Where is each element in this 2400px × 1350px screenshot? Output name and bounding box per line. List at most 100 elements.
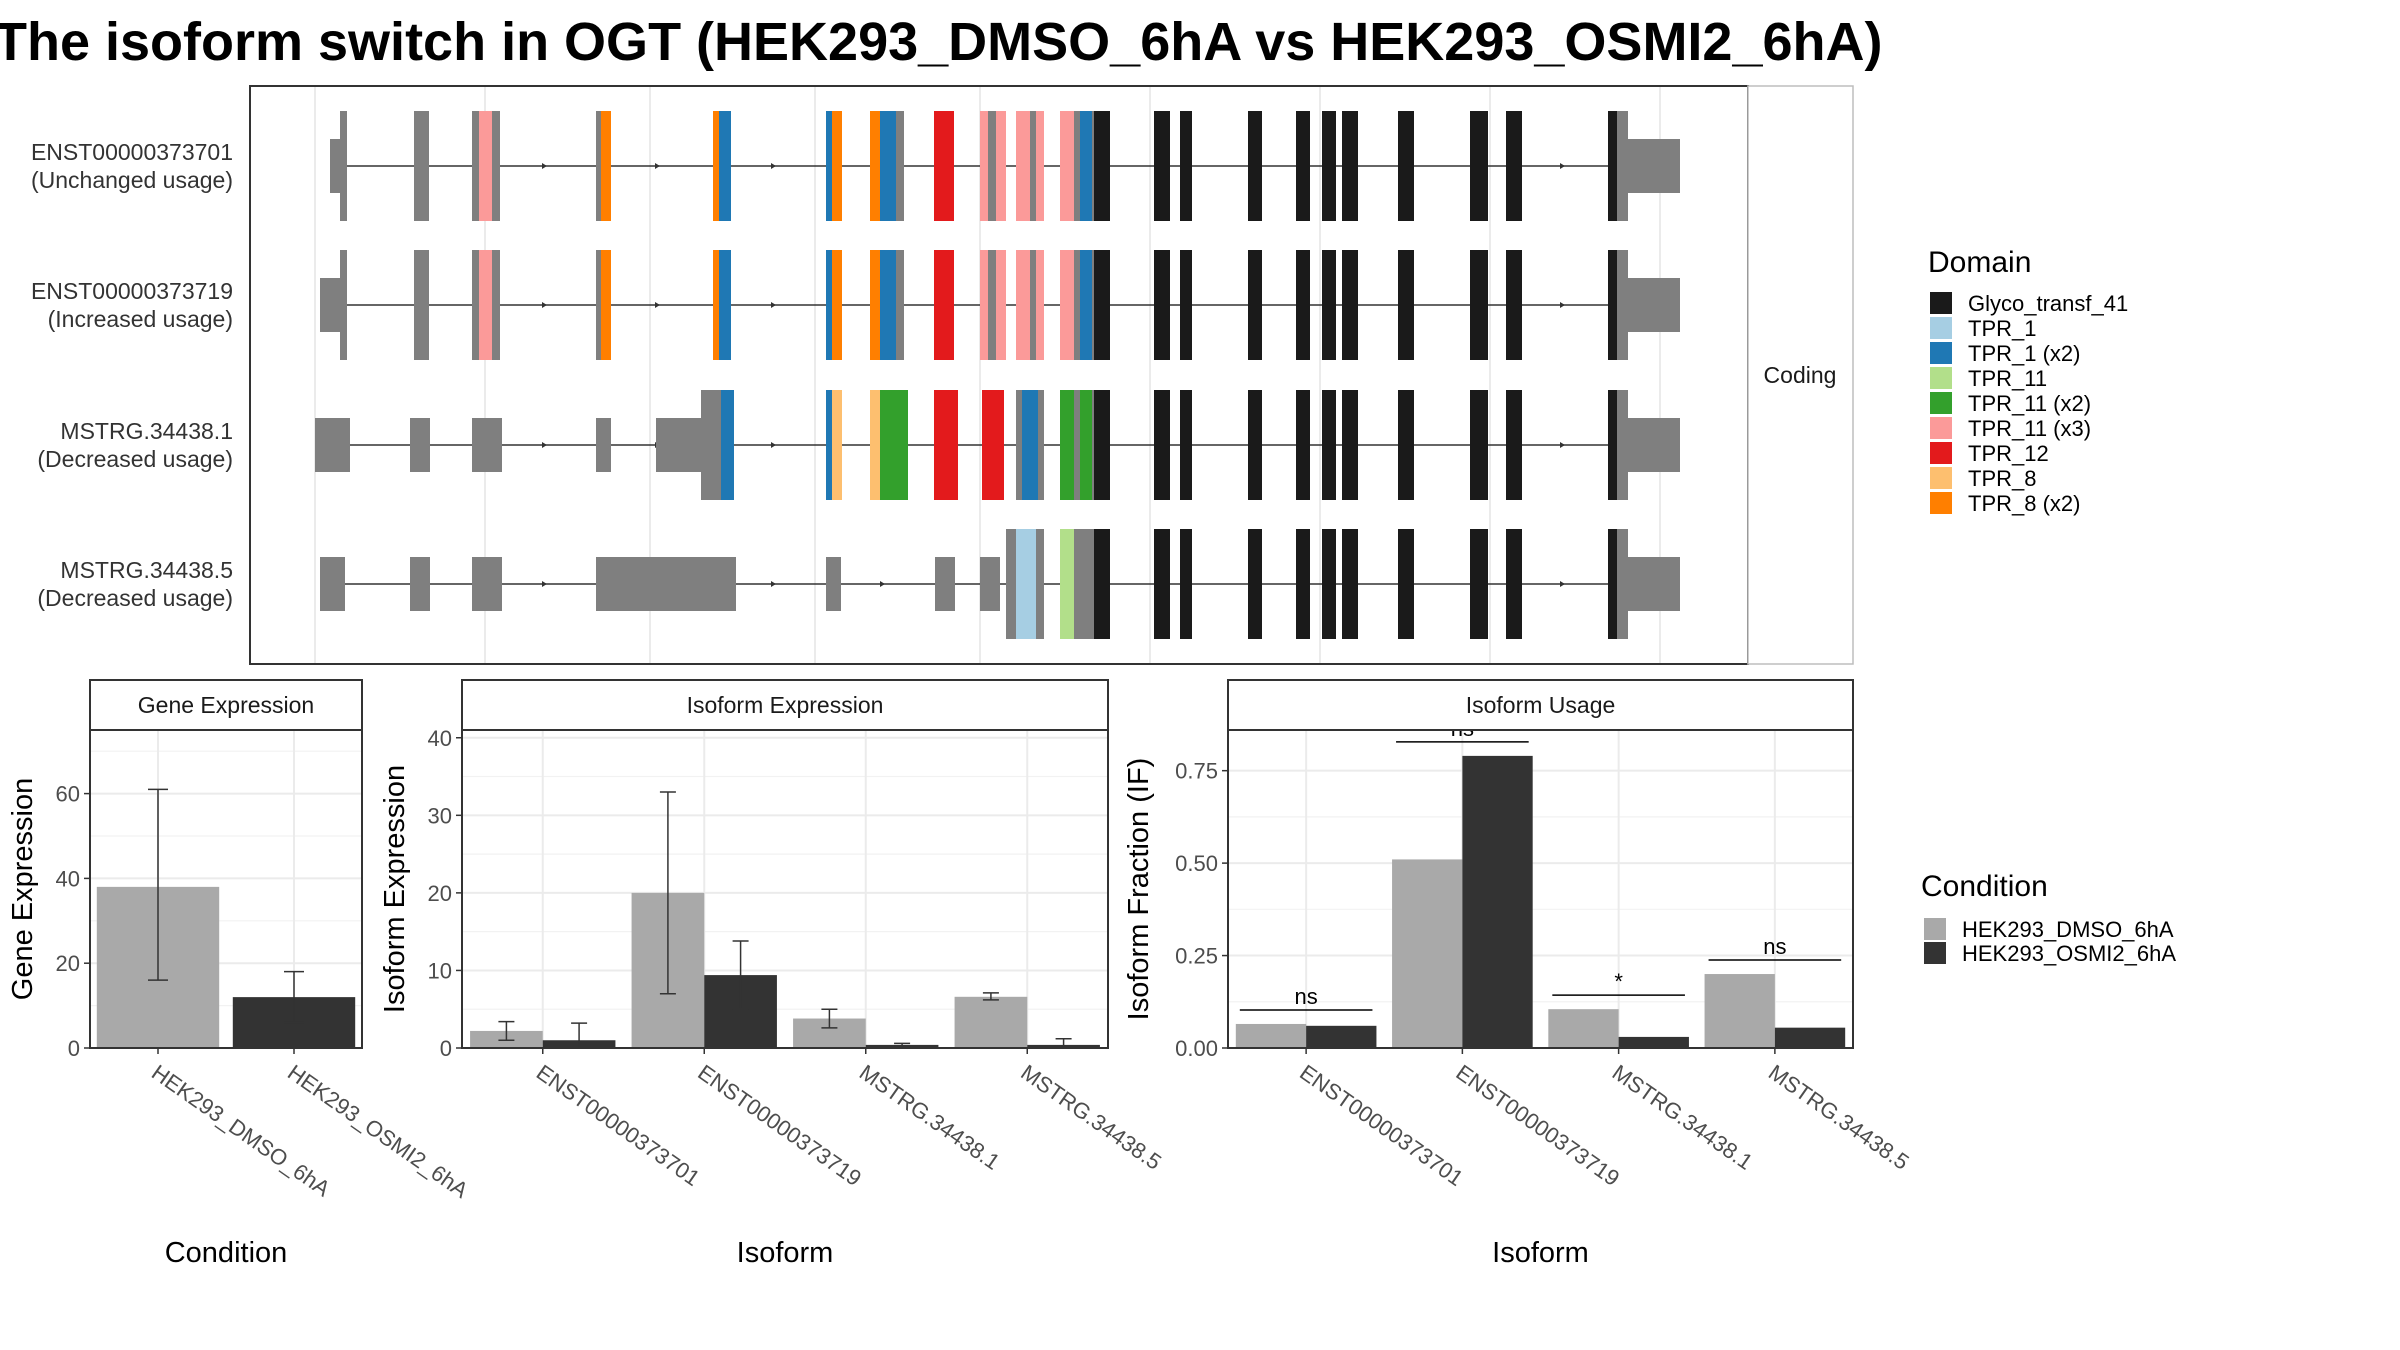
domain-block: [1296, 111, 1310, 221]
domain-legend-item: TPR_11: [1968, 366, 2047, 391]
transcript-usage-label: (Unchanged usage): [31, 167, 233, 193]
strand-arrow: [1560, 442, 1565, 448]
strand-arrow: [1560, 163, 1565, 169]
domain-block: [1180, 111, 1192, 221]
domain-block: [1180, 250, 1192, 360]
utr-block: [1624, 557, 1680, 611]
domain-block: [996, 250, 1006, 360]
significance-label: *: [1614, 969, 1623, 994]
domain-block: [1016, 250, 1030, 360]
domain-block: [880, 111, 896, 221]
domain-block: [1016, 111, 1030, 221]
domain-block: [1506, 390, 1522, 500]
domain-block: [719, 250, 731, 360]
exon-block: [492, 111, 500, 221]
strand-arrow: [1560, 581, 1565, 587]
strand-arrow: [542, 581, 547, 587]
domain-legend-item: Glyco_transf_41: [1968, 291, 2128, 316]
significance-label: ns: [1763, 934, 1786, 959]
domain-block: [1094, 390, 1110, 500]
domain-legend-swatch: [1930, 292, 1952, 314]
transcript-id-label: ENST00000373701: [31, 139, 233, 165]
domain-legend-item: TPR_8 (x2): [1968, 491, 2080, 516]
utr-block: [320, 278, 340, 332]
transcript-model-2: [320, 250, 1680, 360]
domain-block: [1342, 111, 1358, 221]
domain-block: [1322, 111, 1336, 221]
transcript-model-4: [320, 529, 1680, 639]
exon-block: [472, 418, 502, 472]
domain-block: [1398, 529, 1414, 639]
domain-block: [832, 390, 842, 500]
y-tick-label: 20: [56, 951, 80, 976]
domain-block: [713, 111, 719, 221]
domain-legend-title: Domain: [1928, 246, 2031, 279]
domain-block: [870, 111, 880, 221]
bar-osmi: [1462, 755, 1533, 1048]
bar-dmso: [1235, 1023, 1307, 1048]
transcript-usage-label: (Increased usage): [48, 306, 233, 332]
domain-block: [1248, 250, 1262, 360]
transcript-labels: ENST00000373701(Unchanged usage) ENST0000…: [31, 139, 233, 611]
facet-strip: [1227, 679, 1854, 731]
domain-block: [832, 250, 842, 360]
domain-block: [1094, 111, 1110, 221]
strand-arrow: [771, 581, 776, 587]
exon-block: [1617, 529, 1624, 639]
exon-block: [896, 250, 904, 360]
domain-block: [982, 390, 1004, 500]
condition-legend-swatch-dmso: [1924, 918, 1946, 940]
condition-legend-swatch-osmi: [1924, 942, 1946, 964]
exon-block: [1030, 250, 1036, 360]
domain-block: [1248, 390, 1262, 500]
exon-block: [1036, 529, 1044, 639]
exon-block: [988, 250, 998, 360]
domain-block: [832, 111, 842, 221]
x-tick-label: MSTRG.34438.1: [855, 1060, 1005, 1175]
y-tick-label: 0.75: [1175, 759, 1218, 784]
bar-osmi: [1618, 1036, 1689, 1048]
transcript-id-label: ENST00000373719: [31, 278, 233, 304]
transcript-model-3: [315, 390, 1680, 500]
exon-block: [315, 418, 350, 472]
domain-block: [1608, 390, 1618, 500]
exon-block: [896, 111, 904, 221]
exon-block: [1074, 390, 1080, 500]
exon-block: [472, 250, 479, 360]
exon-block: [656, 418, 701, 472]
domain-block: [1398, 250, 1414, 360]
facet-strip: [89, 679, 363, 731]
bar-dmso: [1548, 1009, 1619, 1048]
domain-legend-item: TPR_8: [1968, 466, 2036, 491]
strand-arrow: [542, 442, 547, 448]
exon-block: [1074, 529, 1080, 639]
y-tick-label: 60: [56, 782, 80, 807]
domain-legend-swatch: [1930, 442, 1952, 464]
domain-block: [1470, 111, 1488, 221]
domain-block: [479, 250, 492, 360]
domain-block: [1080, 250, 1092, 360]
exon-block: [1006, 529, 1016, 639]
domain-block: [1470, 390, 1488, 500]
domain-block: [1322, 529, 1336, 639]
domain-legend-item: TPR_11 (x2): [1968, 391, 2091, 416]
domain-block: [934, 111, 954, 221]
x-tick-label: MSTRG.34438.5: [1016, 1060, 1166, 1175]
x-tick-label: ENST00000373701: [532, 1060, 705, 1191]
exon-block: [1030, 111, 1036, 221]
domain-block: [1022, 390, 1038, 500]
x-tick-label: ENST00000373719: [1452, 1060, 1625, 1191]
exon-block: [935, 557, 955, 611]
domain-block: [719, 111, 731, 221]
strand-arrow: [655, 302, 660, 308]
exon-block: [1624, 111, 1628, 221]
domain-block: [1506, 529, 1522, 639]
domain-block: [1506, 111, 1522, 221]
domain-block: [1506, 250, 1522, 360]
facet-strip-label: Gene Expression: [138, 692, 314, 718]
domain-block: [479, 111, 492, 221]
bar-dmso: [954, 996, 1028, 1048]
strand-arrow: [771, 442, 776, 448]
domain-legend-swatch: [1930, 317, 1952, 339]
exon-block: [1617, 390, 1624, 500]
